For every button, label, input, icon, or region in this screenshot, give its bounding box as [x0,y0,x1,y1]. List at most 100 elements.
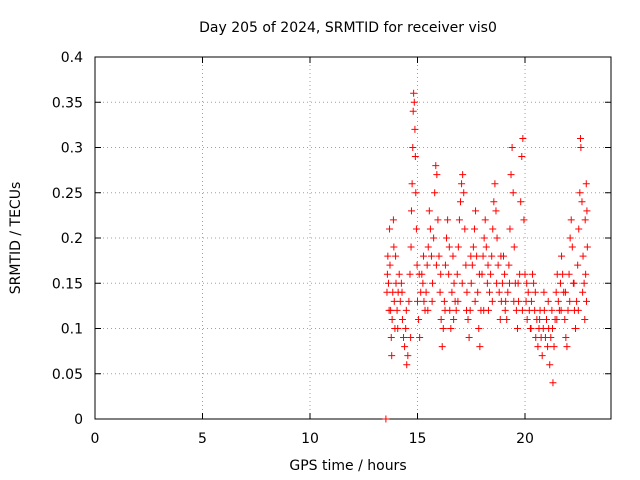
data-point [394,325,402,332]
data-point [520,216,528,224]
data-point [422,288,430,296]
data-point [408,180,416,188]
data-point [460,189,468,197]
y-axis-title: SRMTID / TECUs [8,182,24,295]
data-point [536,315,544,323]
data-point [483,279,491,287]
data-point [464,315,472,323]
data-point [406,270,414,278]
data-point [518,306,526,314]
data-point [455,216,463,224]
data-point [434,216,442,224]
data-point [575,225,583,233]
data-point [493,279,501,287]
data-point [491,180,499,188]
y-tick-label: 0.4 [61,50,83,66]
data-point [521,270,529,278]
data-point [420,297,428,305]
data-point [472,207,480,215]
data-point [405,297,413,305]
data-point [492,207,500,215]
data-point [474,288,482,296]
y-tick-label: 0.05 [52,367,83,383]
data-point [568,243,576,251]
data-point [432,261,440,269]
data-point [397,279,405,287]
data-point [570,279,578,287]
data-point [583,243,591,251]
data-point [482,243,490,251]
data-point [453,270,461,278]
data-point [550,343,558,351]
data-point [503,315,511,323]
y-tick-label: 0.3 [61,141,83,157]
data-point [383,288,391,296]
data-point [527,297,535,305]
data-point [462,261,470,269]
data-point [561,288,569,296]
data-point [441,261,449,269]
data-point [420,252,428,260]
data-point [449,252,457,260]
data-point [469,243,477,251]
data-point [458,279,466,287]
data-point [424,243,432,251]
data-point [476,343,484,351]
data-point [581,216,589,224]
data-point [432,162,440,170]
data-point [412,189,420,197]
data-point [437,270,445,278]
data-point [447,325,455,332]
data-point [429,279,437,287]
data-point [416,334,424,342]
data-point [385,306,393,314]
data-point [495,288,503,296]
data-point [461,225,469,233]
data-point [440,297,448,305]
data-point [437,315,445,323]
data-point [582,297,590,305]
data-point [549,379,557,387]
data-point [475,270,483,278]
data-point [523,315,531,323]
data-point [549,325,557,332]
x-axis-title: GPS time / hours [289,458,406,474]
data-point [423,261,431,269]
data-point [504,288,512,296]
data-point [384,252,392,260]
data-point [404,352,412,360]
data-point [552,288,560,296]
data-point [401,343,409,351]
data-point [574,261,582,269]
data-point [410,98,418,106]
data-point [583,207,591,215]
data-point [465,334,473,342]
data-point [419,279,427,287]
data-point [479,252,487,260]
data-point [409,144,417,151]
data-point [427,252,435,260]
data-point [510,297,518,305]
data-point [439,325,447,332]
data-point [393,306,401,314]
data-point [433,171,441,179]
x-tick-label: 20 [516,431,534,447]
data-point [428,297,436,305]
data-point [402,306,410,314]
data-point [506,279,514,287]
data-point [579,288,587,296]
data-point [573,297,581,305]
data-point [561,315,569,323]
data-point [415,315,423,323]
data-point [403,361,411,369]
data-point [424,306,432,314]
grid-lines [95,57,611,419]
data-point [574,306,582,314]
data-point [558,252,566,260]
data-point [411,153,419,161]
data-point [448,288,456,296]
data-point [531,288,539,296]
data-point [444,216,452,224]
data-point [567,216,575,224]
